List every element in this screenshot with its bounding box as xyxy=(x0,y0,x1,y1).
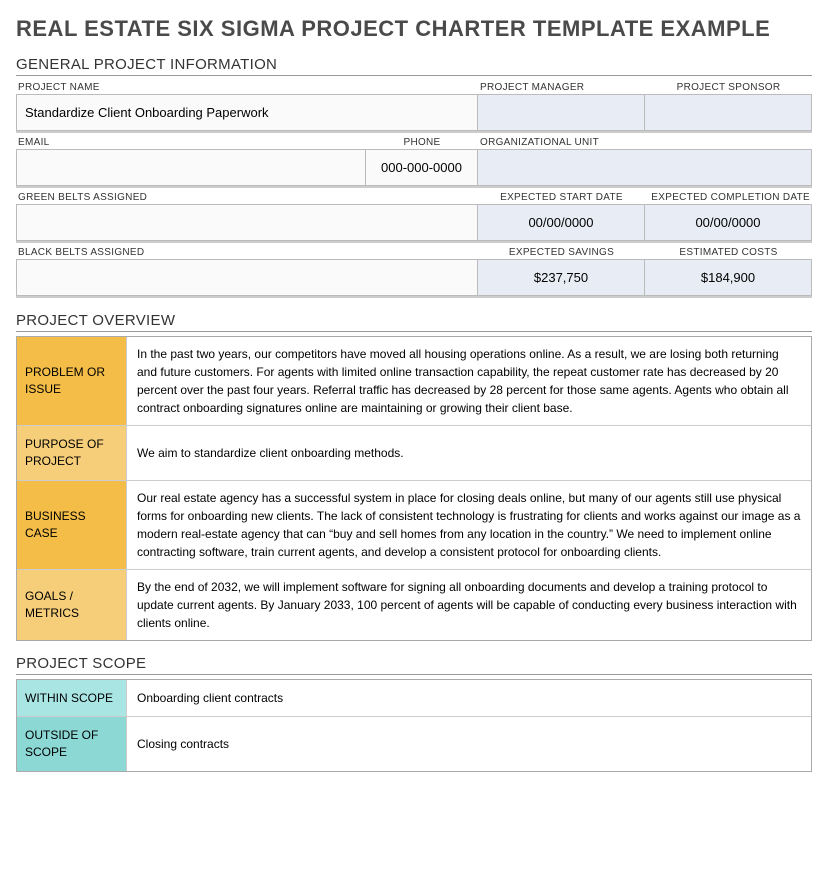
overview-row: GOALS / METRICSBy the end of 2032, we wi… xyxy=(17,569,811,640)
value-savings: $237,750 xyxy=(478,259,645,296)
value-phone: 000-000-0000 xyxy=(366,149,478,186)
overview-content: By the end of 2032, we will implement so… xyxy=(127,569,811,640)
value-project-name: Standardize Client Onboarding Paperwork xyxy=(16,94,478,131)
value-org-unit xyxy=(478,149,812,186)
value-green-belts xyxy=(16,204,478,241)
general-info-grid: PROJECT NAME PROJECT MANAGER PROJECT SPO… xyxy=(16,80,812,298)
label-start-date: EXPECTED START DATE xyxy=(478,190,645,204)
scope-label: OUTSIDE OF SCOPE xyxy=(17,716,127,771)
label-org-unit: ORGANIZATIONAL UNIT xyxy=(478,135,812,149)
label-black-belts: BLACK BELTS ASSIGNED xyxy=(16,245,478,259)
overview-label: PURPOSE OF PROJECT xyxy=(17,425,127,480)
overview-content: In the past two years, our competitors h… xyxy=(127,337,811,425)
overview-label: PROBLEM OR ISSUE xyxy=(17,337,127,425)
label-phone: PHONE xyxy=(366,135,478,149)
label-project-sponsor: PROJECT SPONSOR xyxy=(645,80,812,94)
value-start-date: 00/00/0000 xyxy=(478,204,645,241)
scope-content: Onboarding client contracts xyxy=(127,680,811,717)
section-scope-title: PROJECT SCOPE xyxy=(16,655,812,675)
value-email xyxy=(16,149,366,186)
overview-content: Our real estate agency has a successful … xyxy=(127,480,811,569)
value-project-manager xyxy=(478,94,645,131)
scope-label: WITHIN SCOPE xyxy=(17,680,127,717)
overview-content: We aim to standardize client onboarding … xyxy=(127,425,811,480)
value-completion-date: 00/00/0000 xyxy=(645,204,812,241)
scope-table: WITHIN SCOPEOnboarding client contractsO… xyxy=(16,679,812,772)
overview-row: PROBLEM OR ISSUEIn the past two years, o… xyxy=(17,337,811,425)
label-completion-date: EXPECTED COMPLETION DATE xyxy=(645,190,812,204)
overview-label: GOALS / METRICS xyxy=(17,569,127,640)
label-project-manager: PROJECT MANAGER xyxy=(478,80,645,94)
overview-table: PROBLEM OR ISSUEIn the past two years, o… xyxy=(16,336,812,641)
scope-row: OUTSIDE OF SCOPEClosing contracts xyxy=(17,716,811,771)
label-savings: EXPECTED SAVINGS xyxy=(478,245,645,259)
label-project-name: PROJECT NAME xyxy=(16,80,478,94)
label-costs: ESTIMATED COSTS xyxy=(645,245,812,259)
overview-label: BUSINESS CASE xyxy=(17,480,127,569)
scope-row: WITHIN SCOPEOnboarding client contracts xyxy=(17,680,811,717)
value-black-belts xyxy=(16,259,478,296)
section-general-title: GENERAL PROJECT INFORMATION xyxy=(16,56,812,76)
value-project-sponsor xyxy=(645,94,812,131)
overview-row: PURPOSE OF PROJECTWe aim to standardize … xyxy=(17,425,811,480)
scope-content: Closing contracts xyxy=(127,716,811,771)
value-costs: $184,900 xyxy=(645,259,812,296)
main-title: REAL ESTATE SIX SIGMA PROJECT CHARTER TE… xyxy=(16,16,812,42)
overview-row: BUSINESS CASEOur real estate agency has … xyxy=(17,480,811,569)
section-overview-title: PROJECT OVERVIEW xyxy=(16,312,812,332)
label-email: EMAIL xyxy=(16,135,366,149)
label-green-belts: GREEN BELTS ASSIGNED xyxy=(16,190,478,204)
